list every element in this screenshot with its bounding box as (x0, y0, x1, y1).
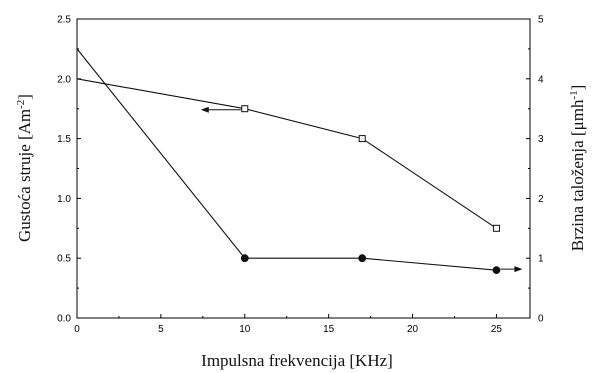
left-y-axis-title-sup: -2 (15, 100, 27, 109)
right-y-tick-label: 2 (538, 194, 544, 205)
left-y-tick-label: 0.5 (57, 254, 71, 265)
right-y-tick-label: 1 (538, 254, 544, 265)
x-axis-title: Impulsna frekvencija [KHz] (201, 351, 393, 370)
x-tick-label: 5 (158, 324, 164, 335)
left-y-tick-label: 0.0 (57, 314, 71, 325)
right-axis-arrow-head (514, 266, 523, 273)
series-1-point (358, 135, 366, 143)
left-y-tick-label: 1.5 (57, 134, 71, 145)
x-tick-label: 25 (491, 324, 503, 335)
right-y-tick-label: 0 (538, 314, 544, 325)
right-y-axis-ticks: 0 1 2 3 4 5 (526, 15, 544, 325)
left-y-axis-title: Gustoća struje [Am-2] (15, 94, 34, 242)
x-axis-ticks: 0 5 10 15 20 25 (74, 314, 502, 335)
series-2-line (76, 48, 497, 271)
right-y-axis-title-end: ] (568, 85, 587, 91)
right-y-tick-label: 4 (538, 74, 544, 85)
left-y-axis-title-end: ] (15, 94, 34, 100)
left-y-tick-label: 2.5 (57, 15, 71, 26)
x-tick-label: 10 (239, 324, 251, 335)
left-y-axis-title-main: Gustoća struje [Am (15, 109, 34, 242)
right-y-tick-label: 5 (538, 15, 544, 26)
right-y-axis-title-sup: -1 (568, 90, 580, 99)
left-y-tick-label: 2.0 (57, 74, 71, 85)
left-y-tick-label: 1.0 (57, 194, 71, 205)
right-y-tick-label: 3 (538, 134, 544, 145)
plot-frame (76, 18, 531, 319)
series-1-point (492, 224, 500, 232)
right-y-axis-title-main: Brzina taloženja [μmh (568, 99, 587, 251)
left-y-axis-ticks: 0.0 0.5 1.0 1.5 2.0 2.5 (57, 15, 81, 325)
plot-border (76, 18, 531, 319)
series-arrows (200, 106, 523, 273)
right-y-axis-title: Brzina taloženja [μmh-1] (568, 85, 587, 252)
series-2-point (492, 266, 501, 275)
series-2-point (358, 254, 367, 263)
series-layer (76, 48, 501, 275)
x-tick-label: 20 (407, 324, 419, 335)
series-1-point (241, 105, 249, 113)
series-1-line (76, 78, 497, 229)
x-tick-label: 0 (74, 324, 80, 335)
left-axis-arrow-head (200, 106, 209, 113)
x-tick-label: 15 (323, 324, 335, 335)
series-2-point (240, 254, 249, 263)
